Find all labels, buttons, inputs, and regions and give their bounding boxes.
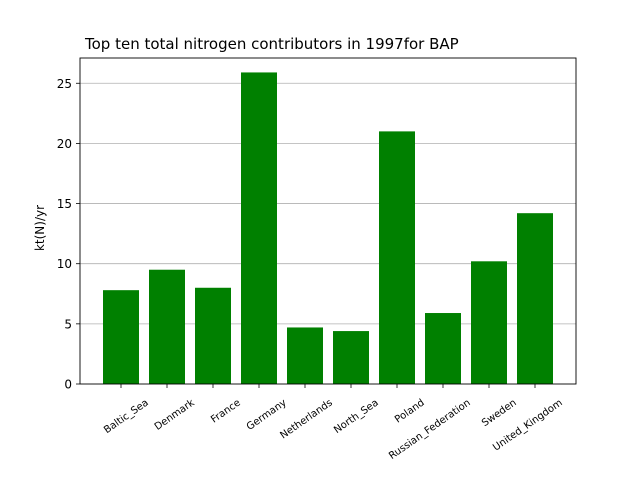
bar (517, 213, 553, 384)
bar (425, 313, 461, 384)
y-axis-label: kt(N)/yr (33, 205, 47, 251)
y-tick-label: 25 (57, 77, 72, 91)
axes (79, 57, 577, 385)
bar (241, 72, 277, 384)
x-ticks: Baltic_Sea Denmark France GermanyNetherland… (102, 384, 565, 462)
bar (471, 261, 507, 384)
bar (333, 331, 369, 384)
bar (195, 287, 231, 384)
bar (149, 269, 185, 384)
y-tick-label: 0 (64, 378, 72, 392)
x-tick-label: Russian_Federation (387, 397, 473, 462)
y-tick-label: 15 (57, 197, 72, 211)
bar (287, 327, 323, 384)
x-tick-label: France (209, 397, 243, 425)
bar (379, 131, 415, 384)
y-tick-label: 20 (57, 137, 72, 151)
y-ticks: 0 5 10 15 20 25 (57, 77, 80, 392)
y-tick-label: 10 (57, 257, 72, 271)
x-tick-label: Denmark (153, 397, 197, 432)
bars (103, 72, 553, 384)
x-tick-label: North_Sea (332, 397, 381, 436)
bar (103, 290, 139, 384)
x-tick-label: Sweden (480, 397, 519, 429)
x-tick-label: Poland (393, 397, 427, 425)
x-tick-label: Baltic_Sea (102, 397, 151, 436)
chart-title: Top ten total nitrogen contributors in 1… (84, 35, 459, 53)
x-tick-label: Germany (245, 397, 289, 432)
y-tick-label: 5 (64, 317, 72, 331)
plot-frame (79, 57, 577, 385)
